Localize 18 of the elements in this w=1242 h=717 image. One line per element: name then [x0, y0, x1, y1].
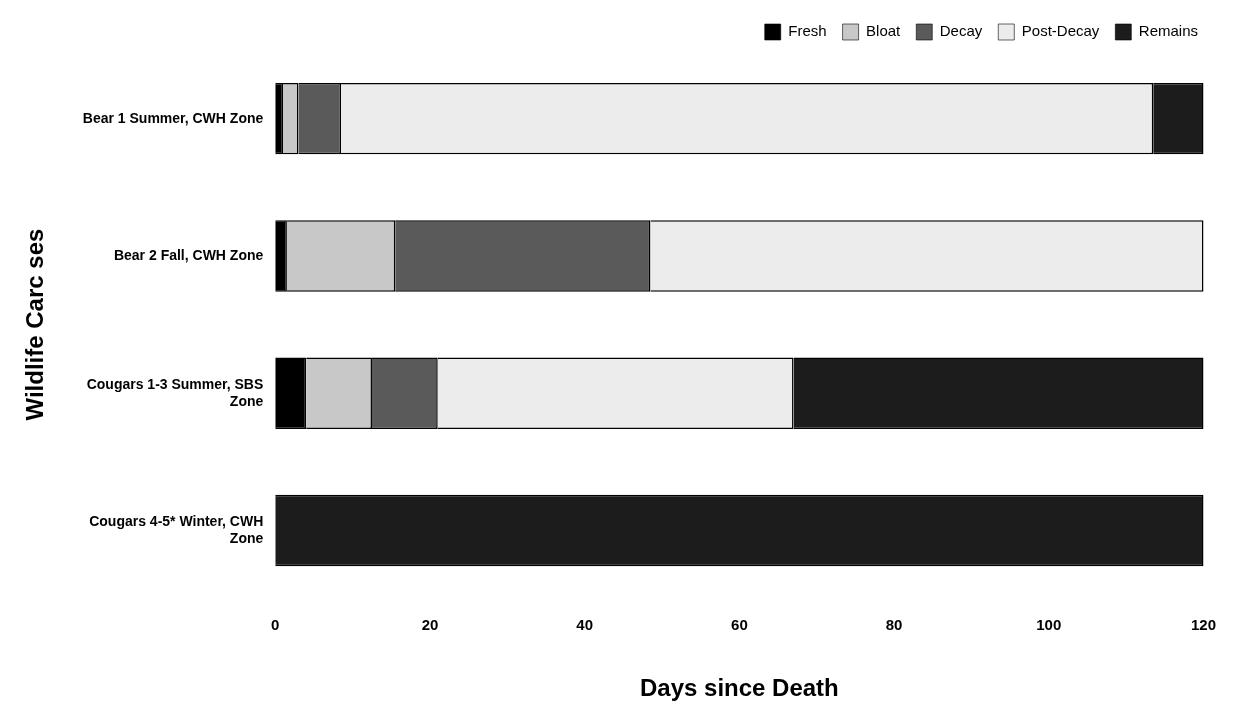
x-tick-label: 0: [271, 616, 280, 634]
y-tick-label: Cougars 4-5* Winter, CWH Zone: [89, 513, 264, 546]
legend-label: Remains: [1138, 22, 1198, 40]
y-tick-label: Bear 2 Fall, CWH Zone: [113, 246, 264, 263]
x-tick-label: 20: [421, 616, 439, 634]
legend-label: Fresh: [788, 22, 827, 40]
legend-label: Post-Decay: [1021, 22, 1100, 40]
x-tick-label: 80: [885, 616, 903, 634]
legend-label: Decay: [939, 22, 983, 40]
y-axis-title: Wildlife Carc ses: [21, 228, 49, 421]
legend-label: Bloat: [866, 22, 902, 40]
y-tick-label: Cougars 1-3 Summer, SBS Zone: [86, 375, 264, 409]
x-tick-label: 40: [576, 616, 594, 634]
x-axis-title: Days since Death: [640, 674, 839, 702]
x-tick-label: 100: [1036, 616, 1062, 634]
x-tick-label: 60: [731, 616, 748, 634]
x-tick-label: 120: [1190, 616, 1216, 634]
y-tick-label: Bear 1 Summer, CWH Zone: [82, 109, 264, 126]
